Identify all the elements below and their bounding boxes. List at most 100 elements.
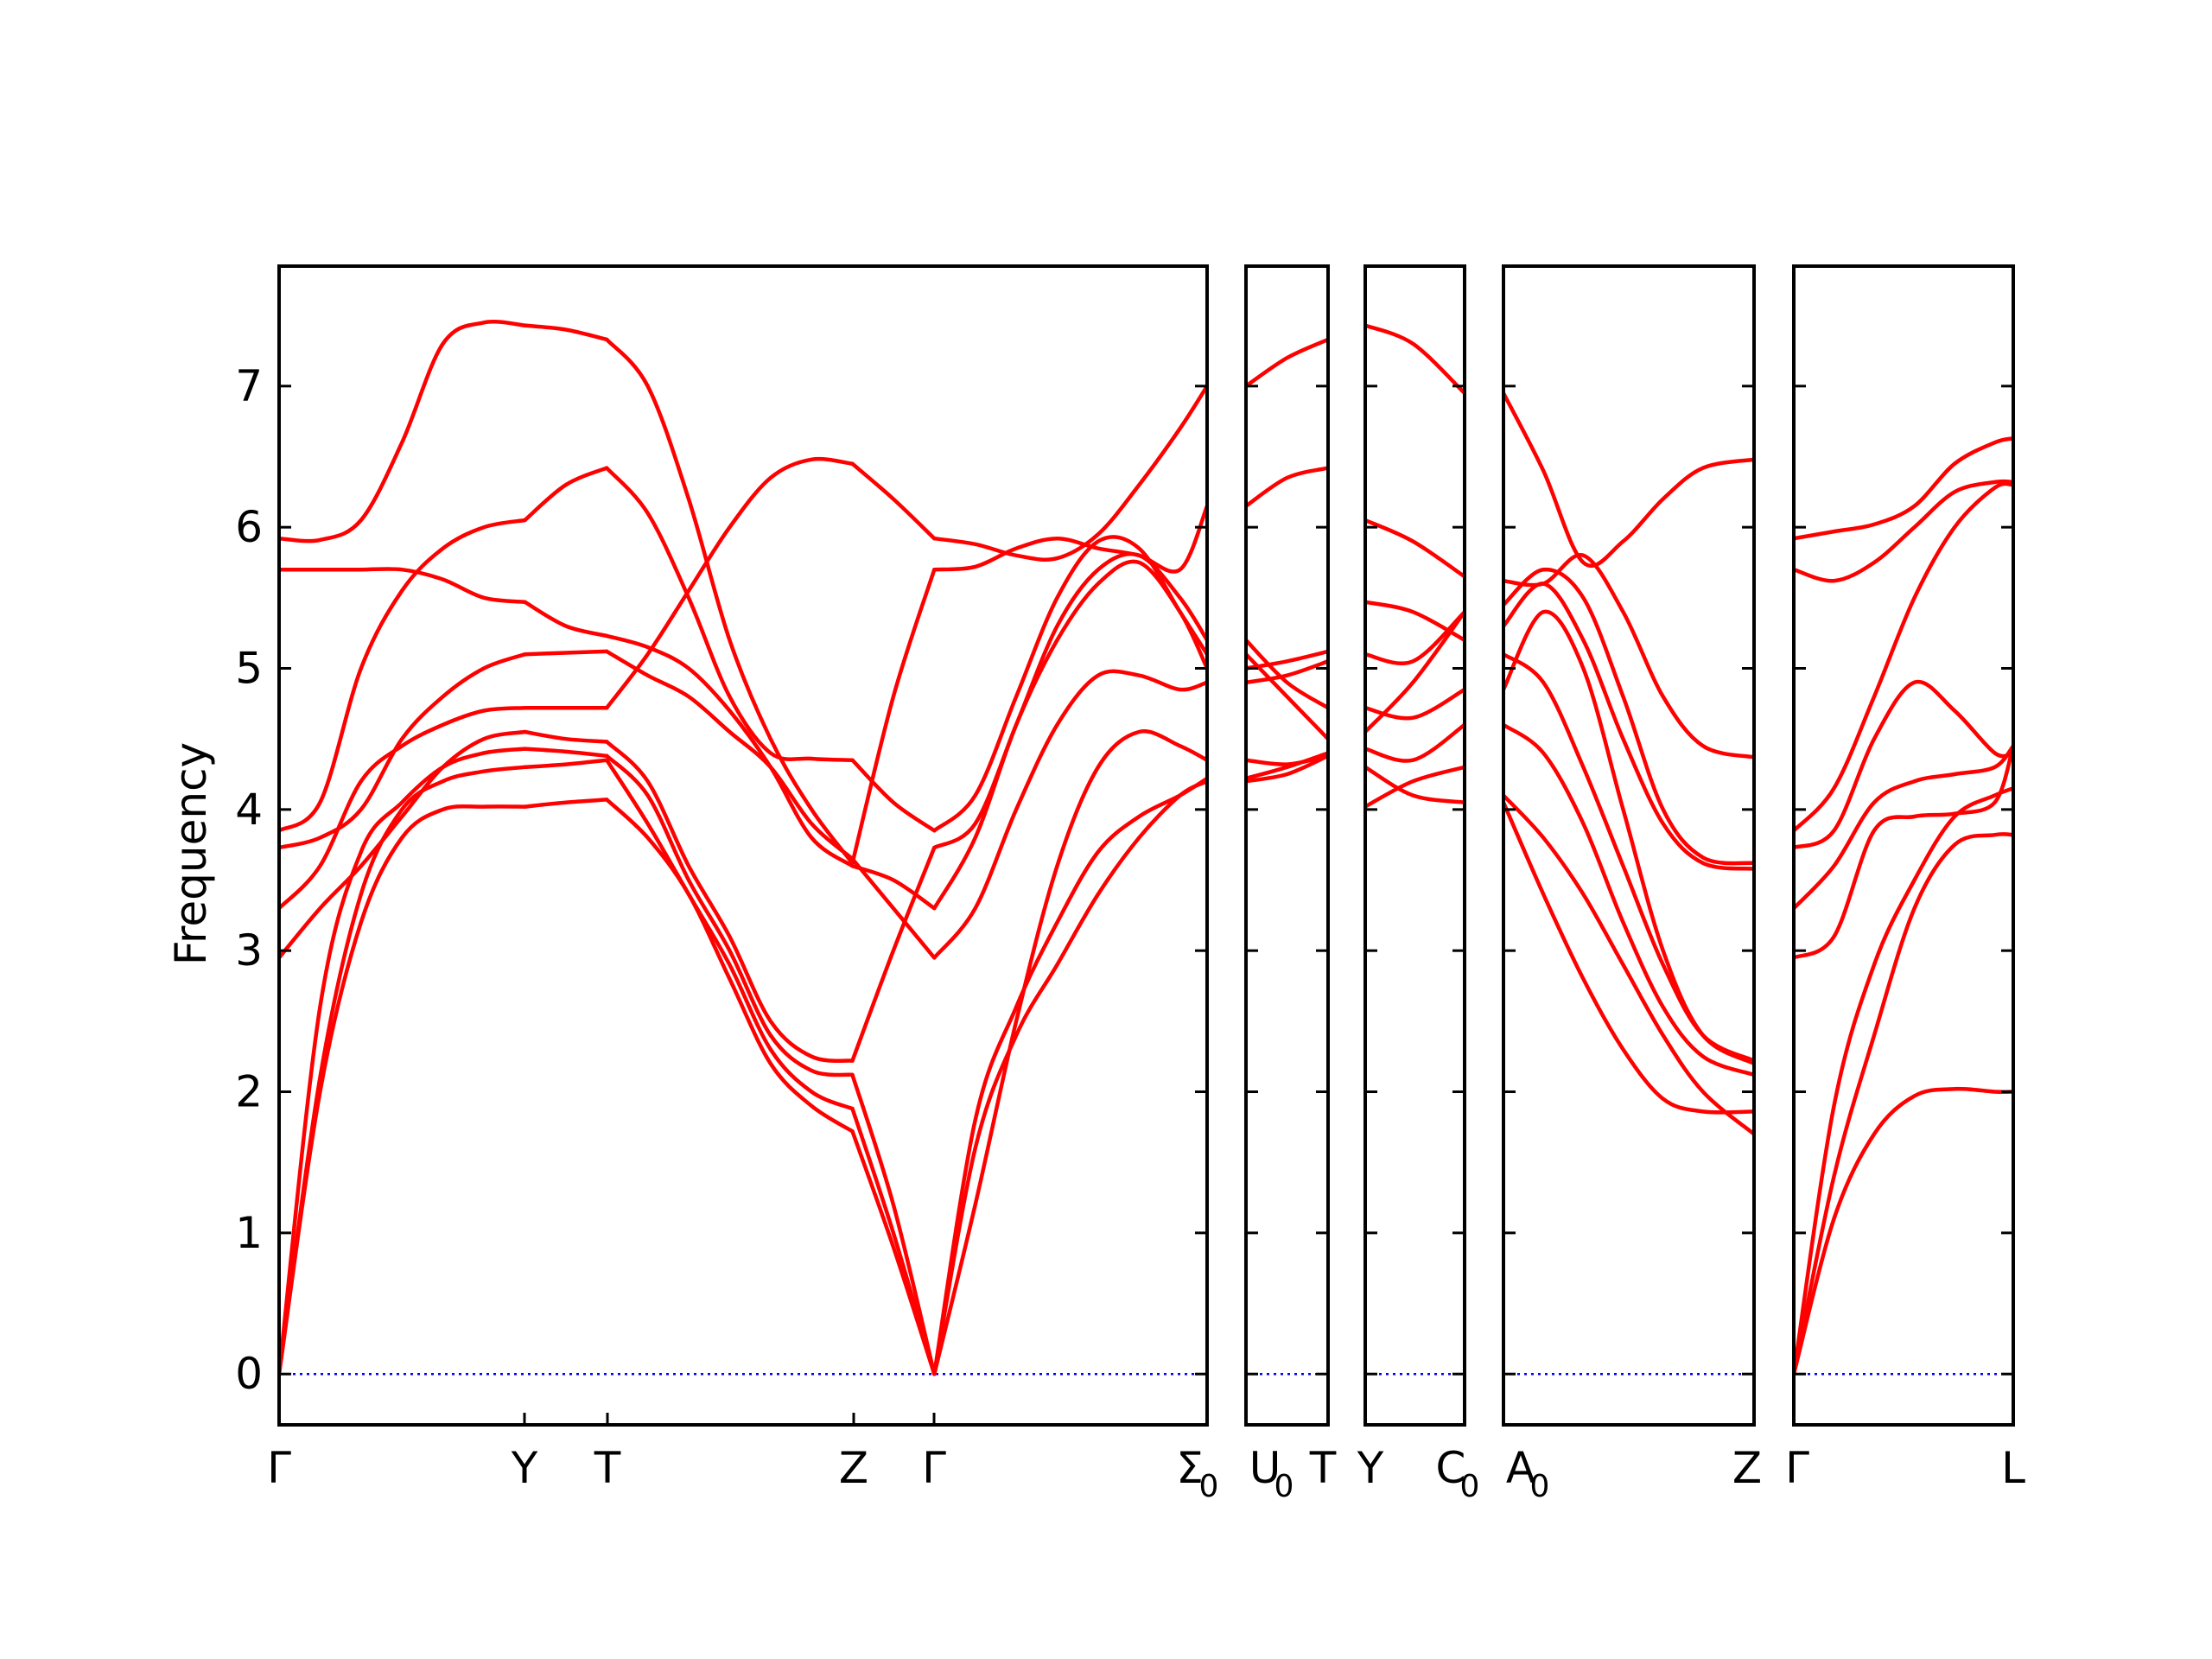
phonon-band-p1-s1-b6: [279, 652, 527, 850]
y-tick-label: 6: [235, 502, 263, 552]
phonon-band-p1-s4-b7: [850, 758, 937, 833]
x-tick-label: Y: [511, 1443, 538, 1493]
phonon-band-p1-s5-b3: [932, 729, 1207, 1376]
phonon-band-p1-s3-b7: [604, 466, 855, 762]
phonon-band-p1-s4-b9: [850, 567, 937, 866]
phonon-band-p1-s1-b7: [279, 518, 527, 833]
phonon-band-p1-s1-b9: [279, 320, 527, 543]
phonon-band-p5-s1-b1: [1794, 832, 2013, 1376]
x-tick-label: Γ: [1785, 1443, 1809, 1493]
y-axis-label: Frequency: [166, 742, 216, 965]
panel-frame: [1363, 264, 1466, 1427]
phonon-band-p4-s1-b2: [1503, 793, 1754, 1136]
phonon-band-p4-s1-b9: [1503, 391, 1754, 569]
x-tick-label: Z: [1732, 1443, 1762, 1493]
phonon-band-p3-s1-b6: [1365, 609, 1465, 665]
phonon-band-p2-s1-b4: [1246, 659, 1328, 685]
panel-frame: [277, 264, 1209, 1427]
phonon-band-p3-s1-b5: [1365, 687, 1465, 721]
phonon-band-p1-s3-b5: [604, 456, 855, 710]
phonon-band-p4-s1-b1: [1503, 800, 1754, 1115]
phonon-band-p2-s1-b7: [1246, 652, 1328, 741]
x-tick-label: A: [1506, 1443, 1535, 1493]
phonon-band-p1-s5-b4: [932, 669, 1207, 960]
y-tick-label: 4: [235, 785, 263, 835]
phonon-band-p2-s1-b8: [1246, 466, 1328, 508]
phonon-band-p2-s1-b3: [1246, 753, 1328, 766]
panel-1: [277, 264, 1209, 1427]
phonon-band-p1-s2-b3: [523, 747, 609, 759]
phonon-band-p1-s3-b8: [604, 633, 855, 868]
phonon-band-p1-s3-b4: [604, 740, 855, 1063]
phonon-band-p5-s1-b7: [1794, 481, 2013, 833]
phonon-band-p1-s5-b7: [932, 535, 1207, 833]
x-tick-label: U: [1249, 1443, 1281, 1493]
band-panels: [277, 264, 2015, 1427]
phonon-band-p1-s1-b8: [279, 567, 527, 604]
phonon-band-p3-s1-b9: [1365, 323, 1465, 396]
phonon-band-p1-s3-b9: [604, 337, 855, 866]
phonon-band-p1-s2-b8: [523, 600, 609, 639]
phonon-band-p1-s5-b5: [932, 559, 1207, 911]
y-tick-label: 1: [235, 1208, 263, 1258]
phonon-band-p1-s4-b4: [850, 845, 937, 1063]
panel-4: [1502, 264, 1756, 1427]
phonon-band-p5-s1-b8: [1794, 479, 2013, 583]
phonon-band-p1-s5-b6: [932, 551, 1207, 850]
panel-3: [1363, 264, 1466, 1427]
phonon-band-p5-s1-b4: [1794, 744, 2013, 960]
y-tick-label: 3: [235, 925, 263, 976]
phonon-band-p1-s2-b4: [523, 729, 609, 744]
phonon-band-p2-s1-b9: [1246, 337, 1328, 389]
x-tick-label: Γ: [267, 1443, 291, 1493]
phonon-band-p1-s5-b1: [932, 779, 1207, 1376]
phonon-band-p5-s1-b9: [1794, 436, 2013, 541]
x-tick-label: T: [594, 1443, 621, 1493]
x-axis-high-symmetry-labels: Γ Y T Z Γ Σ0 U0 T Y C0 A0 Z Γ L: [267, 1443, 2025, 1504]
x-tick-label: L: [2001, 1443, 2025, 1493]
x-tick-label: Y: [1357, 1443, 1384, 1493]
x-tick-label: Z: [839, 1443, 868, 1493]
y-tick-label: 0: [235, 1349, 263, 1399]
panel-frame: [1792, 264, 2015, 1427]
phonon-band-p3-s1-b7: [1365, 518, 1465, 579]
phonon-band-p1-s3-b1: [604, 798, 855, 1134]
phonon-band-p4-s1-b8: [1503, 553, 1754, 760]
x-tick-label: Γ: [922, 1443, 946, 1493]
phonon-band-p1-s4-b5: [850, 461, 937, 541]
phonon-band-p3-s1-b2: [1365, 765, 1465, 804]
phonon-band-p1-s2-b9: [523, 323, 609, 342]
phonon-band-p5-s1-b2: [1794, 1086, 2013, 1376]
panel-frame: [1502, 264, 1756, 1427]
y-tick-label: 7: [235, 361, 263, 411]
phonon-band-p4-s1-b7: [1503, 567, 1754, 866]
phonon-band-p1-s1-b1: [279, 804, 527, 1376]
phonon-band-p1-s1-b4: [279, 729, 527, 960]
x-tick-label: Σ: [1176, 1443, 1204, 1493]
phonon-band-p4-s1-b3: [1503, 722, 1754, 1077]
phonon-band-p1-s2-b2: [523, 758, 609, 770]
phonon-band-p5-s1-b5: [1794, 744, 2013, 911]
phonon-band-p4-s1-b5: [1503, 652, 1754, 1063]
phonon-band-p1-s4-b8: [850, 863, 937, 911]
phonon-band-p1-s1-b2: [279, 765, 527, 1376]
panel-2: [1244, 264, 1330, 1427]
y-tick-label: 2: [235, 1067, 263, 1117]
y-tick-label: 5: [235, 644, 263, 694]
phonon-band-p3-s1-b8: [1365, 600, 1465, 643]
phonon-band-p2-s1-b6: [1246, 638, 1328, 710]
phonon-band-p3-s1-b1: [1365, 765, 1465, 809]
phonon-band-p2-s1-b5: [1246, 649, 1328, 671]
phonon-band-p1-s5-b2: [932, 776, 1207, 1376]
phonon-band-p1-s3-b6: [604, 649, 855, 861]
x-tick-label: C: [1436, 1443, 1466, 1493]
panel-frame: [1244, 264, 1330, 1427]
panel-5: [1792, 264, 2015, 1427]
phonon-band-p1-s3-b3: [604, 753, 855, 1077]
phonon-band-p1-s5-b9: [932, 384, 1207, 562]
phonon-band-p3-s1-b4: [1365, 609, 1465, 734]
phonon-band-p1-s2-b7: [523, 466, 609, 523]
phonon-band-p5-s1-b3: [1794, 786, 2013, 1376]
y-axis: 0 1 2 3 4 5 6 7: [235, 361, 263, 1399]
